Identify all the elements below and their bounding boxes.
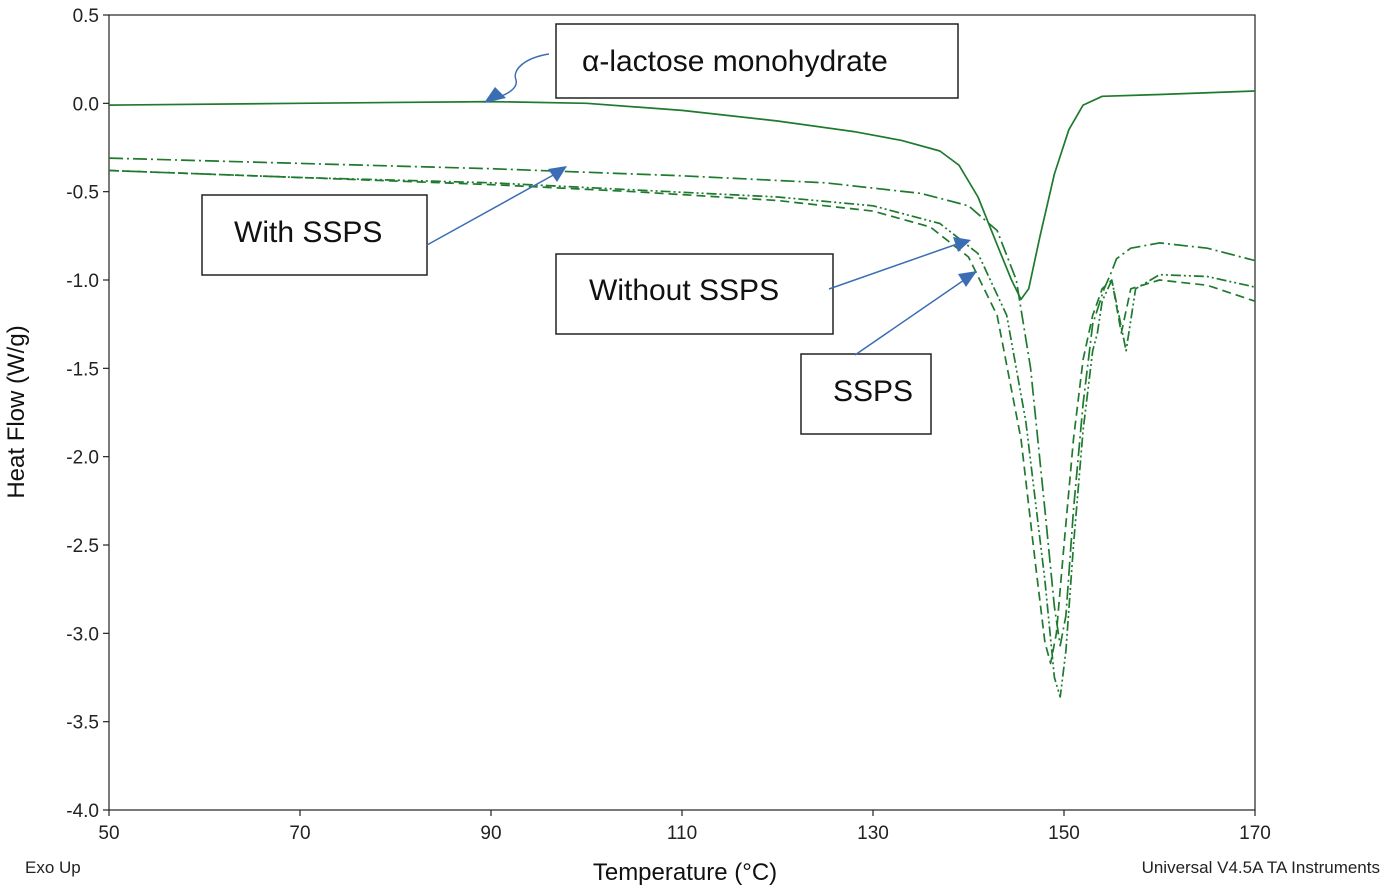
annotation-box xyxy=(555,253,834,335)
annotation-text: Without SSPS xyxy=(589,274,779,307)
series-line-4 xyxy=(109,169,1255,665)
y-tick-label: -0.5 xyxy=(66,183,99,204)
y-tick-label: -1.0 xyxy=(66,271,99,292)
x-tick-label: 130 xyxy=(857,823,889,844)
y-tick-label: 0.5 xyxy=(73,6,99,27)
x-tick-label: 70 xyxy=(289,823,310,844)
arrowhead-lactose xyxy=(484,87,506,103)
annotation-box xyxy=(201,194,428,276)
y-tick-label: 0.0 xyxy=(73,94,99,115)
annotation-text: α-lactose monohydrate xyxy=(582,45,888,78)
y-tick-label: -3.0 xyxy=(66,624,99,645)
series-line-1 xyxy=(109,90,1255,301)
x-axis: 50 70 90 110 130 150 170 xyxy=(98,810,1271,844)
series-line-3 xyxy=(109,169,1255,698)
arrow-with-sspss xyxy=(426,172,558,246)
x-tick-label: 170 xyxy=(1239,823,1271,844)
arrowhead-sspss xyxy=(958,271,977,287)
y-tick-label: -2.5 xyxy=(66,536,99,557)
instrument-label: Universal V4.5A TA Instruments xyxy=(1142,858,1380,877)
arrow-sspss xyxy=(854,277,968,356)
series-line-2 xyxy=(109,157,1255,647)
x-tick-label: 150 xyxy=(1048,823,1080,844)
arrow-without-sspss xyxy=(828,242,961,290)
y-tick-label: -2.0 xyxy=(66,448,99,469)
x-axis-title: Temperature (°C) xyxy=(593,859,777,886)
x-tick-label: 90 xyxy=(480,823,501,844)
arrowhead-without-sspss xyxy=(953,237,971,252)
y-tick-label: -1.5 xyxy=(66,359,99,380)
y-tick-label: -3.5 xyxy=(66,713,99,734)
y-axis-title: Heat Flow (W/g) xyxy=(3,325,30,498)
exo-up-label: Exo Up xyxy=(25,858,81,877)
annotation-lactose: α-lactose monohydrate xyxy=(555,23,959,99)
arrowhead-with-sspss xyxy=(548,166,567,182)
annotation-arrows xyxy=(426,53,977,356)
annotation-without-sspss: Without SSPS xyxy=(555,253,834,335)
annotation-text: SSPS xyxy=(833,375,913,408)
arrow-lactose xyxy=(495,53,550,99)
annotation-box xyxy=(555,23,959,99)
annotation-with-sspss: With SSPS xyxy=(201,194,428,276)
y-axis: 0.5 0.0 -0.5 -1.0 -1.5 -2.0 -2.5 -3.0 -3.5 -4.0 xyxy=(66,6,109,822)
y-tick-label: -4.0 xyxy=(66,801,99,822)
annotation-box xyxy=(800,353,932,435)
annotation-sspss: SSPS xyxy=(800,353,932,435)
x-tick-label: 50 xyxy=(98,823,119,844)
series-layer xyxy=(109,90,1255,698)
annotation-text: With SSPS xyxy=(234,216,382,249)
x-tick-label: 110 xyxy=(667,823,697,844)
